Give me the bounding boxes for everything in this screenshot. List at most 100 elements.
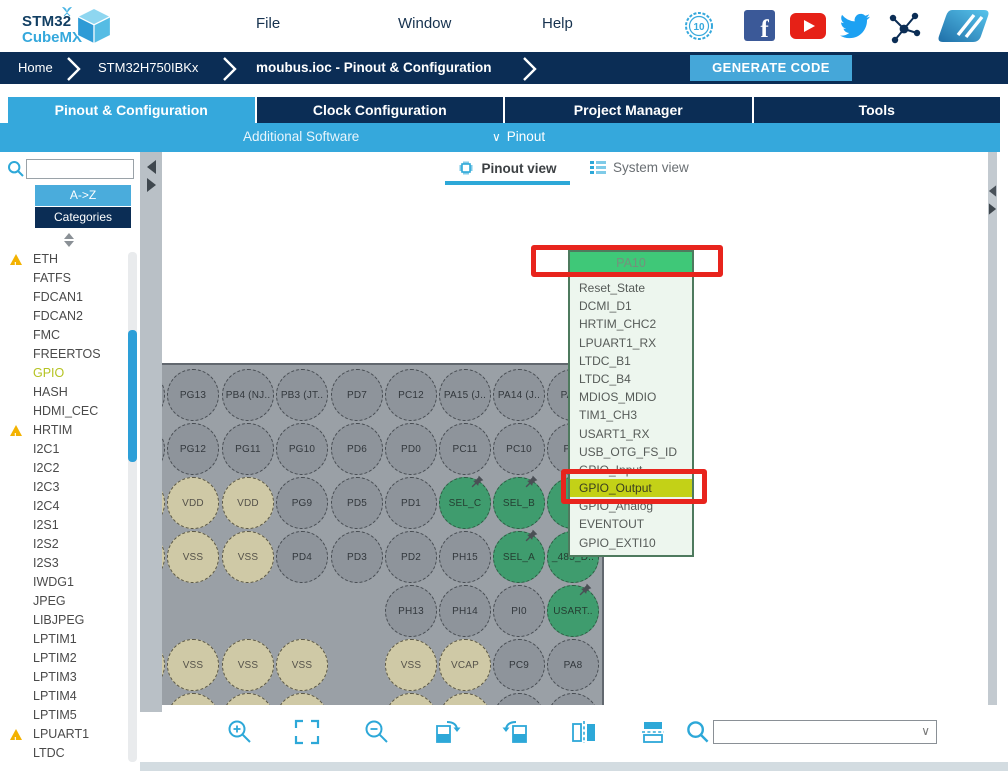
pin-pd2[interactable]: PD2 [385,531,437,583]
sidebar-item-fatfs[interactable]: FATFS [0,269,126,288]
sidebar-item-freertos[interactable]: FREERTOS [0,345,126,364]
expand-right-icon[interactable] [146,178,156,192]
sidebar-item-i2c4[interactable]: I2C4 [0,497,126,516]
anniversary-badge-icon[interactable]: 10 [684,11,714,41]
sidebar-item-i2c1[interactable]: I2C1 [0,440,126,459]
sidebar-item-i2c2[interactable]: I2C2 [0,459,126,478]
pin-unlabeled[interactable] [162,639,165,691]
pin-pc10[interactable]: PC10 [493,423,545,475]
sidebar-item-i2s3[interactable]: I2S3 [0,554,126,573]
sidebar-item-iwdg1[interactable]: IWDG1 [0,573,126,592]
context-menu-item-ltdc_b1[interactable]: LTDC_B1 [579,353,631,368]
pin-vdd[interactable]: VDD [222,477,274,529]
expand-right-icon[interactable] [988,203,997,215]
sidebar-item-lptim2[interactable]: LPTIM2 [0,649,126,668]
sidebar-scrollbar-thumb[interactable] [128,330,137,462]
sidebar-item-i2s2[interactable]: I2S2 [0,535,126,554]
pin-unlabeled[interactable] [162,693,165,705]
context-menu-item-dcmi_d1[interactable]: DCMI_D1 [579,299,632,314]
sidebar-item-lpuart1[interactable]: LPUART1 [0,725,126,750]
pinout-dropdown[interactable]: ∨ Pinout [492,129,546,144]
pin-unlabeled[interactable] [222,693,274,705]
tab-clock-configuration[interactable]: Clock Configuration [254,97,503,123]
context-menu-item-mdios_mdio[interactable]: MDIOS_MDIO [579,390,657,405]
pin-search-combobox[interactable]: ∨ [713,720,937,744]
pin-pd3[interactable]: PD3 [331,531,383,583]
pin-pg11[interactable]: PG11 [222,423,274,475]
sidebar-item-eth[interactable]: ETH [0,250,126,275]
pin-search-icon[interactable] [686,720,710,744]
pin-unlabeled[interactable] [547,693,599,705]
pin-pd7[interactable]: PD7 [331,369,383,421]
pin-pc9[interactable]: PC9 [493,639,545,691]
sidebar-item-hrtim[interactable]: HRTIM [0,421,126,446]
pin-pd5[interactable]: PD5 [331,477,383,529]
menu-file[interactable]: File [256,15,281,32]
pin-pd6[interactable]: PD6 [331,423,383,475]
pin-unlabeled[interactable] [385,693,437,705]
pin-unlabeled[interactable] [493,693,545,705]
context-menu-item-lpuart1_rx[interactable]: LPUART1_RX [579,335,657,350]
st-logo-icon[interactable] [937,8,991,44]
zoom-out-icon[interactable] [363,718,391,746]
pin-unlabeled[interactable] [276,693,328,705]
pin-unlabeled[interactable] [162,477,165,529]
rotate-counterclockwise-icon[interactable] [502,718,530,746]
facebook-icon[interactable]: f [744,10,775,41]
pin-pg13[interactable]: PG13 [167,369,219,421]
twitter-icon[interactable] [838,10,872,40]
pin-pa15j[interactable]: PA15 (J.. [439,369,491,421]
pin-pc11[interactable]: PC11 [439,423,491,475]
pin-pg9[interactable]: PG9 [276,477,328,529]
pin-sel_b[interactable]: SEL_B [493,475,545,529]
categories-button[interactable]: Categories [35,207,131,228]
pin-unlabeled[interactable] [167,693,219,705]
additional-software-button[interactable]: Additional Software [243,129,360,144]
pin-pb4nj[interactable]: PB4 (NJ.. [222,369,274,421]
context-menu-item-gpio_output[interactable]: GPIO_Output [570,479,692,498]
sidebar-item-jpeg[interactable]: JPEG [0,592,126,611]
pin-vss[interactable]: VSS [276,639,328,691]
sidebar-item-hdmi_cec[interactable]: HDMI_CEC [0,402,126,421]
tab-pinout-view[interactable]: Pinout view [445,160,570,185]
context-menu-item-gpio_exti10[interactable]: GPIO_EXTI10 [579,535,656,550]
pin-unlabeled[interactable] [162,531,165,583]
context-menu-item-usb_otg_fs_id[interactable]: USB_OTG_FS_ID [579,444,678,459]
breadcrumb-mcu[interactable]: STM32H750IBKx [98,60,199,75]
sidebar-item-i2c3[interactable]: I2C3 [0,478,126,497]
sidebar-item-lptim3[interactable]: LPTIM3 [0,668,126,687]
network-icon[interactable] [886,10,922,44]
sidebar-item-i2s1[interactable]: I2S1 [0,516,126,535]
sidebar-item-gpio[interactable]: GPIO [0,364,126,383]
sidebar-item-libjpeg[interactable]: LIBJPEG [0,611,126,630]
pin-pd4[interactable]: PD4 [276,531,328,583]
pin-pi0[interactable]: PI0 [493,585,545,637]
sidebar-item-fdcan2[interactable]: FDCAN2 [0,307,126,326]
youtube-icon[interactable] [790,13,826,39]
pin-pa8[interactable]: PA8 [547,639,599,691]
pin-ph13[interactable]: PH13 [385,585,437,637]
sidebar-item-fdcan1[interactable]: FDCAN1 [0,288,126,307]
pin-pd0[interactable]: PD0 [385,423,437,475]
pin-pd1[interactable]: PD1 [385,477,437,529]
pin-vss[interactable]: VSS [167,531,219,583]
pin-sel_c[interactable]: SEL_C [439,475,491,529]
context-menu-item-usart1_rx[interactable]: USART1_RX [579,426,650,441]
generate-code-button[interactable]: GENERATE CODE [690,55,852,81]
breadcrumb-project[interactable]: moubus.ioc - Pinout & Configuration [256,60,492,75]
pin-vdd[interactable]: VDD [167,477,219,529]
pin-vss[interactable]: VSS [222,639,274,691]
right-panel-splitter[interactable] [988,152,997,705]
pin-ph14[interactable]: PH14 [439,585,491,637]
pin-pg10[interactable]: PG10 [276,423,328,475]
pin-vss[interactable]: VSS [385,639,437,691]
best-fit-icon[interactable] [293,718,321,746]
pin-vss[interactable]: VSS [222,531,274,583]
context-menu-item-tim1_ch3[interactable]: TIM1_CH3 [579,408,638,423]
tab-tools[interactable]: Tools [751,97,1000,123]
pin-ph15[interactable]: PH15 [439,531,491,583]
tab-system-view[interactable]: System view [590,160,689,184]
collapse-left-icon[interactable] [988,185,997,197]
flip-vertical-icon[interactable] [639,718,667,746]
collapse-toggle-icon[interactable] [64,233,76,247]
